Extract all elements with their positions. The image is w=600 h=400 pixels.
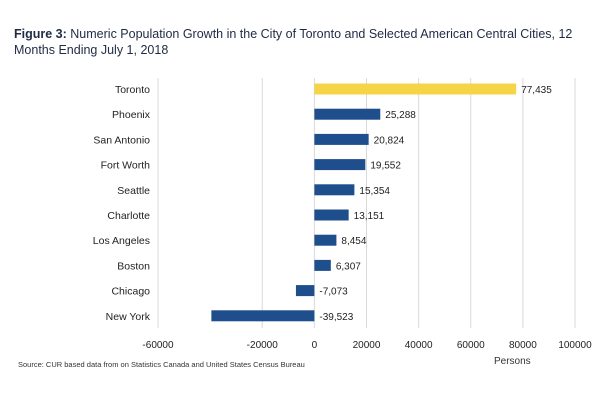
category-label: Seattle (117, 185, 150, 197)
x-tick-label: 0 (312, 340, 318, 351)
data-label: 25,288 (385, 110, 416, 121)
grid-lines (157, 78, 576, 328)
data-label: 19,552 (370, 161, 401, 172)
data-labels: 77,435 25,288 20,824 19,552 15,354 13,151 8,45… (319, 85, 552, 323)
data-label: -39,523 (319, 312, 353, 323)
bars (211, 83, 517, 322)
bar-seattle (314, 184, 355, 196)
x-tick-label: -60000 (142, 340, 174, 351)
category-label: Fort Worth (101, 160, 151, 172)
category-labels: Toronto Phoenix San Antonio Fort Worth Seatt… (93, 84, 151, 323)
data-label: -7,073 (319, 287, 348, 298)
category-label: Phoenix (112, 109, 151, 121)
data-label: 15,354 (359, 186, 390, 197)
title-text: Numeric Population Growth in the City of… (14, 27, 573, 57)
source-note: Source: CUR based data from on Statistic… (18, 360, 305, 369)
x-axis-ticks: -60000 -20000 0 20000 40000 60000 80000 100000 (142, 340, 592, 351)
bar-boston (314, 259, 331, 271)
category-label: New York (106, 311, 151, 323)
x-tick-label: 80000 (509, 340, 537, 351)
bar-charlotte (314, 209, 349, 221)
category-label: Toronto (115, 84, 150, 96)
chart-title: Figure 3: Numeric Population Growth in t… (14, 26, 574, 58)
bar-fort-worth (314, 159, 366, 171)
category-label: Chicago (111, 286, 150, 298)
category-label: San Antonio (93, 134, 150, 146)
x-tick-label: 100000 (558, 340, 592, 351)
category-label: Boston (117, 260, 150, 272)
x-axis-label: Persons (494, 356, 531, 367)
category-label: Charlotte (107, 210, 150, 222)
bar-new-york (211, 310, 315, 322)
x-tick-label: 40000 (405, 340, 433, 351)
data-label: 20,824 (374, 135, 405, 146)
figure-label: Figure 3: (14, 27, 67, 41)
data-label: 8,454 (341, 236, 366, 247)
x-tick-label: 60000 (457, 340, 485, 351)
bar-chicago (295, 285, 315, 297)
bar-toronto (314, 83, 517, 95)
data-label: 77,435 (521, 85, 552, 96)
category-label: Los Angeles (93, 235, 150, 247)
data-label: 13,151 (354, 211, 385, 222)
bar-phoenix (314, 108, 381, 120)
x-tick-label: -20000 (247, 340, 279, 351)
bar-san-antonio (314, 133, 369, 145)
data-label: 6,307 (336, 261, 361, 272)
x-tick-label: 20000 (353, 340, 381, 351)
bar-los-angeles (314, 234, 337, 246)
